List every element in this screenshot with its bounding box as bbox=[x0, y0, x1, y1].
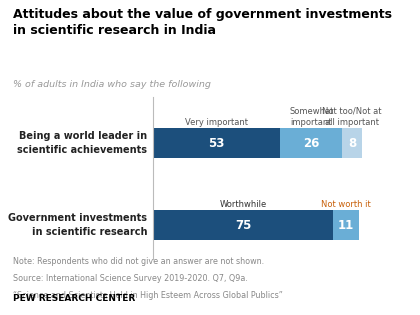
Text: Not too/Not at
all important: Not too/Not at all important bbox=[322, 107, 382, 127]
Text: Source: International Science Survey 2019-2020. Q7, Q9a.: Source: International Science Survey 201… bbox=[13, 274, 247, 283]
Text: “Science and Scientists Held in High Esteem Across Global Publics”: “Science and Scientists Held in High Est… bbox=[13, 291, 283, 301]
Text: Not worth it: Not worth it bbox=[321, 200, 371, 209]
Text: Attitudes about the value of government investments
in scientific research in In: Attitudes about the value of government … bbox=[13, 8, 391, 37]
Text: 75: 75 bbox=[235, 219, 251, 232]
Text: 11: 11 bbox=[338, 219, 354, 232]
Text: Government investments
in scientific research: Government investments in scientific res… bbox=[8, 213, 147, 237]
Text: % of adults in India who say the following: % of adults in India who say the followi… bbox=[13, 80, 210, 89]
Bar bbox=[342, 129, 362, 158]
Text: 8: 8 bbox=[348, 137, 356, 150]
Bar bbox=[280, 129, 342, 158]
Bar bbox=[333, 210, 359, 240]
Bar bbox=[153, 129, 280, 158]
Bar bbox=[153, 210, 333, 240]
Text: Worthwhile: Worthwhile bbox=[220, 200, 267, 209]
Text: PEW RESEARCH CENTER: PEW RESEARCH CENTER bbox=[13, 294, 135, 303]
Text: Very important: Very important bbox=[185, 118, 248, 127]
Text: 53: 53 bbox=[209, 137, 225, 150]
Text: 26: 26 bbox=[303, 137, 320, 150]
Text: Being a world leader in
scientific achievements: Being a world leader in scientific achie… bbox=[17, 131, 147, 155]
Text: Note: Respondents who did not give an answer are not shown.: Note: Respondents who did not give an an… bbox=[13, 257, 264, 266]
Text: Somewhat
important: Somewhat important bbox=[289, 107, 333, 127]
